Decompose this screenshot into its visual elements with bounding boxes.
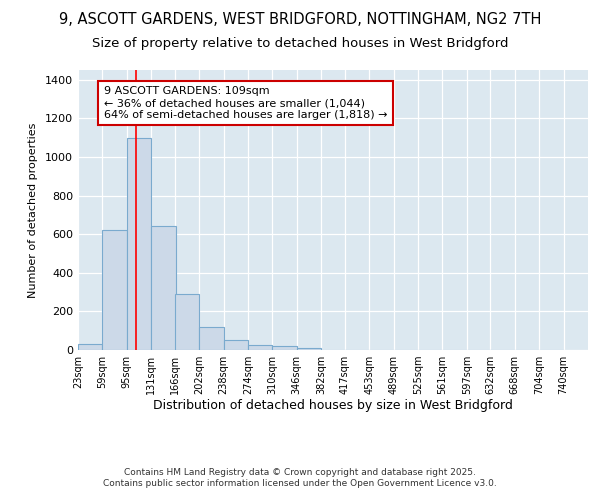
Text: Contains HM Land Registry data © Crown copyright and database right 2025.
Contai: Contains HM Land Registry data © Crown c…: [103, 468, 497, 487]
Bar: [248, 345, 272, 350]
Text: Size of property relative to detached houses in West Bridgford: Size of property relative to detached ho…: [92, 38, 508, 51]
Text: 9 ASCOTT GARDENS: 109sqm
← 36% of detached houses are smaller (1,044)
64% of sem: 9 ASCOTT GARDENS: 109sqm ← 36% of detach…: [104, 86, 387, 120]
Y-axis label: Number of detached properties: Number of detached properties: [28, 122, 38, 298]
Bar: [297, 348, 321, 350]
Bar: [78, 344, 103, 350]
Text: 9, ASCOTT GARDENS, WEST BRIDGFORD, NOTTINGHAM, NG2 7TH: 9, ASCOTT GARDENS, WEST BRIDGFORD, NOTTI…: [59, 12, 541, 28]
Bar: [224, 340, 248, 350]
X-axis label: Distribution of detached houses by size in West Bridgford: Distribution of detached houses by size …: [153, 398, 513, 411]
Bar: [127, 138, 151, 350]
Bar: [199, 327, 224, 350]
Bar: [103, 230, 127, 350]
Bar: [175, 294, 199, 350]
Bar: [151, 226, 176, 350]
Bar: [272, 346, 297, 350]
